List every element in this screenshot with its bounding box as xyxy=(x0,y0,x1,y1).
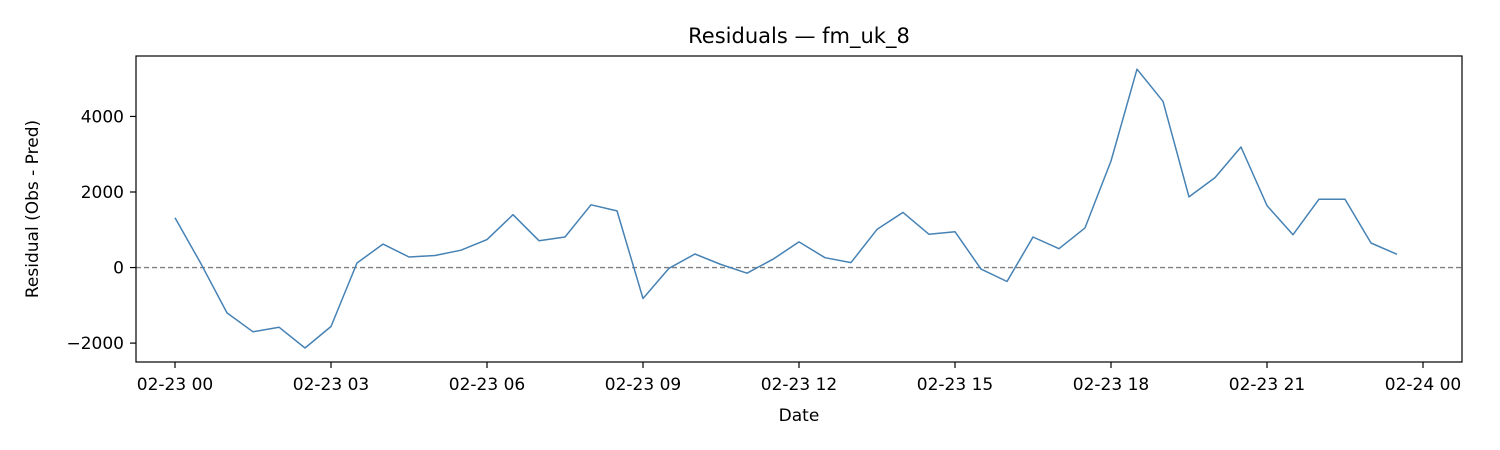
data-point xyxy=(174,217,176,219)
data-point xyxy=(356,262,358,264)
data-point xyxy=(1136,68,1138,70)
data-point xyxy=(226,312,228,314)
data-point xyxy=(1396,253,1398,255)
data-point xyxy=(746,272,748,274)
x-tick-label: 02-23 06 xyxy=(449,375,525,395)
data-point xyxy=(694,253,696,255)
x-tick-label: 02-23 21 xyxy=(1229,375,1305,395)
data-point xyxy=(408,256,410,258)
data-point xyxy=(1110,160,1112,162)
data-point xyxy=(1292,234,1294,236)
data-point xyxy=(798,241,800,243)
data-point xyxy=(486,238,488,240)
data-point xyxy=(850,261,852,263)
data-point xyxy=(1006,280,1008,282)
data-point xyxy=(1162,100,1164,102)
x-tick-label: 02-23 03 xyxy=(293,375,369,395)
data-point xyxy=(1240,146,1242,148)
data-point xyxy=(668,267,670,269)
data-point xyxy=(564,236,566,238)
data-point xyxy=(824,257,826,259)
data-point xyxy=(434,254,436,256)
x-tick-label: 02-23 12 xyxy=(761,375,837,395)
data-point xyxy=(278,326,280,328)
y-axis-label: Residual (Obs - Pred) xyxy=(23,120,43,298)
data-point xyxy=(590,204,592,206)
data-point xyxy=(200,263,202,265)
data-point xyxy=(1214,176,1216,178)
x-tick-label: 02-23 09 xyxy=(605,375,681,395)
x-tick-label: 02-23 18 xyxy=(1073,375,1149,395)
y-axis-ticks: −2000 0 2000 4000 xyxy=(66,107,136,354)
data-point xyxy=(642,297,644,299)
data-point xyxy=(512,214,514,216)
data-point xyxy=(980,268,982,270)
data-point xyxy=(1266,204,1268,206)
x-tick-label: 02-24 00 xyxy=(1385,375,1461,395)
x-axis-label: Date xyxy=(779,406,820,426)
chart-title: Residuals — fm_uk_8 xyxy=(688,24,910,49)
data-point xyxy=(1032,236,1034,238)
data-point xyxy=(1370,242,1372,244)
data-point xyxy=(1188,196,1190,198)
y-tick-label: −2000 xyxy=(66,334,124,354)
data-point xyxy=(720,263,722,265)
data-point xyxy=(772,258,774,260)
data-point xyxy=(928,233,930,235)
data-point xyxy=(876,228,878,230)
data-point xyxy=(460,249,462,251)
data-point xyxy=(954,231,956,233)
data-point xyxy=(1058,248,1060,250)
x-axis-ticks: 02-23 00 02-23 03 02-23 06 02-23 09 02-23 12… xyxy=(137,362,1461,395)
series-layer xyxy=(174,68,1398,349)
data-point xyxy=(382,243,384,245)
x-tick-label: 02-23 15 xyxy=(917,375,993,395)
data-point xyxy=(616,210,618,212)
data-point xyxy=(1084,227,1086,229)
data-point xyxy=(1318,198,1320,200)
data-point xyxy=(1344,198,1346,200)
data-point xyxy=(902,211,904,213)
data-point xyxy=(304,347,306,349)
data-point xyxy=(252,331,254,333)
y-tick-label: 0 xyxy=(113,259,124,279)
y-tick-label: 4000 xyxy=(81,107,124,127)
y-tick-label: 2000 xyxy=(81,183,124,203)
data-point xyxy=(330,325,332,327)
data-point xyxy=(538,240,540,242)
residual-series-line xyxy=(174,68,1398,349)
x-tick-label: 02-23 00 xyxy=(137,375,213,395)
